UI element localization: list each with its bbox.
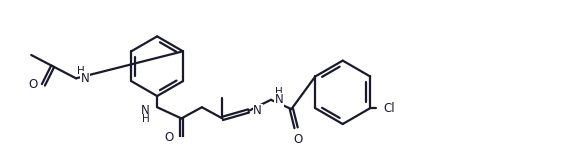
Text: N: N <box>141 105 150 117</box>
Text: N: N <box>81 72 90 85</box>
Text: O: O <box>293 133 303 146</box>
Text: O: O <box>164 131 174 144</box>
Text: N: N <box>274 93 284 106</box>
Text: H: H <box>274 87 282 97</box>
Text: N: N <box>253 105 262 117</box>
Text: Cl: Cl <box>383 102 395 115</box>
Text: H: H <box>77 66 84 76</box>
Text: H: H <box>142 114 150 124</box>
Text: O: O <box>28 78 38 91</box>
